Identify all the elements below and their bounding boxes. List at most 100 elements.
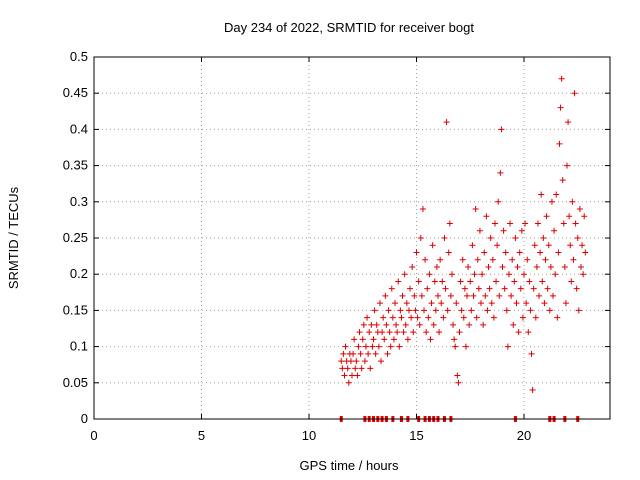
scatter-point: [378, 358, 385, 365]
scatter-point: [401, 271, 408, 278]
scatter-point: [570, 256, 577, 263]
scatter-point: [359, 336, 366, 343]
scatter-point: [354, 372, 361, 379]
scatter-point: [494, 242, 501, 249]
scatter-point: [414, 314, 421, 321]
scatter-point: [536, 292, 543, 299]
scatter-point: [442, 285, 449, 292]
scatter-point: [393, 321, 400, 328]
scatter-point: [564, 162, 570, 169]
scatter-point: [518, 227, 525, 234]
scatter-point: [350, 350, 357, 357]
scatter-point: [425, 314, 432, 321]
scatter-point: [485, 263, 492, 270]
scatter-point: [521, 271, 527, 278]
y-tick-label: 0.4: [70, 121, 88, 136]
scatter-point: [546, 307, 553, 314]
scatter-point: [483, 213, 490, 220]
y-tick-label: 0.35: [63, 158, 88, 173]
scatter-point: [479, 271, 486, 278]
scatter-point: [412, 307, 419, 314]
x-tick-label: 15: [409, 428, 423, 443]
scatter-point: [579, 242, 586, 249]
scatter-point: [426, 271, 433, 278]
scatter-point: [355, 343, 362, 350]
scatter-point: [454, 372, 461, 379]
scatter-point: [541, 300, 548, 307]
scatter-point: [361, 358, 368, 365]
scatter-point: [566, 213, 573, 220]
scatter-point: [484, 307, 491, 314]
scatter-point: [514, 263, 521, 270]
tick-labels: 0 0.05 0.1 0.15 0.2 0.25 0.3 0.35 0.4 0.45 0.5 0 5 10…: [63, 49, 532, 443]
axes: [93, 56, 610, 420]
scatter-point: [522, 220, 529, 227]
scatter-point: [443, 119, 450, 126]
scatter-point: [530, 285, 537, 292]
scatter-point: [574, 235, 581, 241]
scatter-point: [417, 235, 424, 241]
scatter-point: [575, 307, 582, 314]
scatter-point: [340, 350, 347, 357]
scatter-point: [373, 321, 380, 328]
scatter-point: [418, 292, 425, 299]
scatter-point: [407, 285, 414, 292]
scatter-point: [543, 213, 550, 220]
scatter-point: [436, 329, 443, 336]
scatter-point: [528, 350, 535, 357]
scatter-point: [344, 365, 351, 372]
grid-lines: [94, 57, 610, 419]
scatter-point: [569, 198, 576, 205]
scatter-point: [398, 314, 405, 321]
scatter-point: [504, 343, 511, 350]
scatter-point: [582, 249, 589, 256]
scatter-point: [559, 177, 566, 184]
scatter-point: [456, 329, 463, 336]
y-tick-label: 0.05: [63, 375, 88, 390]
scatter-point: [576, 206, 583, 213]
y-tick-label: 0.3: [70, 194, 88, 209]
scatter-point: [462, 343, 469, 350]
scatter-point: [517, 285, 524, 292]
scatter-point: [531, 242, 538, 249]
y-tick-label: 0: [81, 411, 88, 426]
scatter-point: [338, 358, 345, 365]
scatter-point: [487, 235, 494, 241]
scatter-point: [562, 300, 569, 307]
scatter-point: [554, 314, 561, 321]
scatter-point: [465, 263, 472, 270]
scatter-point: [349, 372, 355, 379]
scatter-point: [534, 220, 541, 227]
scatter-point: [537, 249, 544, 256]
scatter-point: [379, 329, 386, 336]
scatter-point: [422, 256, 429, 263]
scatter-point: [455, 379, 462, 386]
scatter-point: [395, 278, 402, 285]
scatter-point: [466, 321, 473, 328]
scatter-point: [427, 336, 434, 343]
scatter-point: [491, 220, 498, 227]
x-tick-label: 10: [302, 428, 316, 443]
scatter-point: [404, 336, 411, 343]
scatter-point: [512, 235, 519, 241]
scatter-point: [392, 300, 398, 307]
scatter-point: [467, 278, 474, 285]
scatter-point: [444, 307, 451, 314]
scatter-point: [351, 336, 358, 343]
scatter-point: [424, 285, 431, 292]
scatter-point: [384, 350, 391, 357]
scatter-point: [357, 350, 364, 357]
y-tick-label: 0.2: [70, 266, 88, 281]
scatter-point: [416, 321, 423, 328]
scatter-point: [385, 307, 392, 314]
scatter-point: [500, 227, 507, 234]
scatter-point: [450, 321, 457, 328]
scatter-point: [533, 263, 540, 270]
scatter-point: [400, 329, 407, 336]
scatter-point: [460, 314, 467, 321]
scatter-point: [572, 220, 579, 227]
scatter-point: [470, 292, 477, 299]
scatter-point: [435, 292, 441, 299]
scatter-point: [389, 314, 396, 321]
scatter-point: [448, 271, 455, 278]
